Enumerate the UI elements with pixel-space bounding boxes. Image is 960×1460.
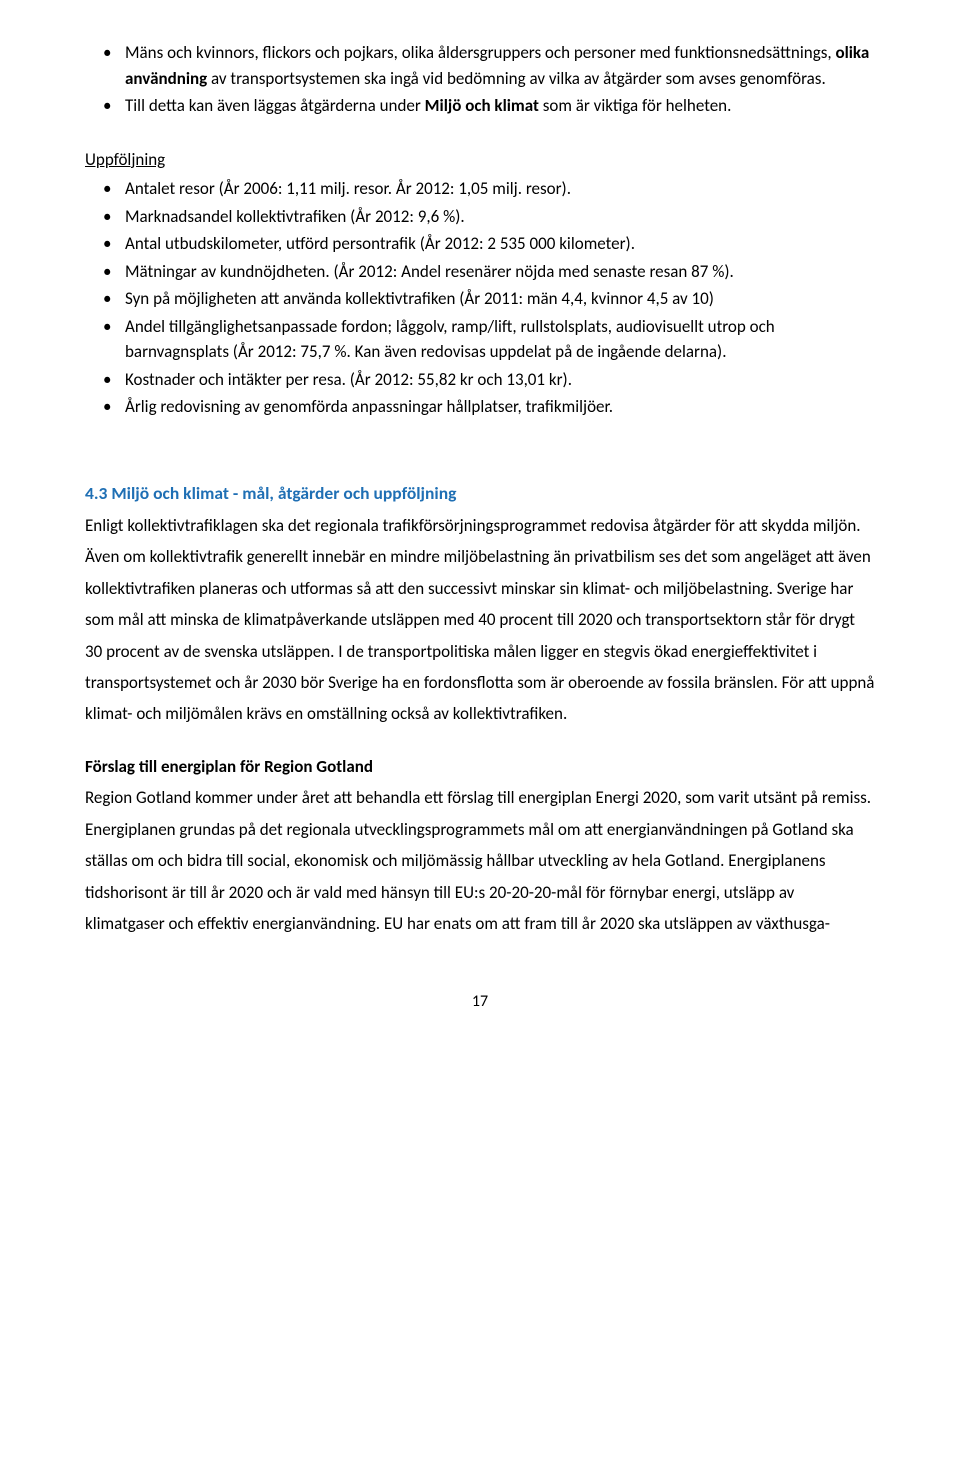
list-item-text-prefix: Mäns och kvinnors, flickors och pojkars,… [125, 42, 835, 63]
forslag-paragraph: Region Gotland kommer under året att beh… [85, 782, 875, 939]
list-item-text-suffix: som är viktiga för helheten. [539, 95, 732, 116]
list-item: Årlig redovisning av genomförda anpassni… [85, 394, 875, 420]
list-item: Antal utbudskilometer, utförd persontraf… [85, 231, 875, 257]
page-number: 17 [85, 990, 875, 1014]
list-item-text-suffix: av transportsystemen ska ingå vid bedömn… [207, 68, 826, 89]
list-item: Andel tillgänglighetsanpassade fordon; l… [85, 314, 875, 365]
list-item: Mätningar av kundnöjdheten. (År 2012: An… [85, 259, 875, 285]
forslag-heading: Förslag till energiplan för Region Gotla… [85, 754, 875, 780]
list-item: Kostnader och intäkter per resa. (År 201… [85, 367, 875, 393]
list-item-text-prefix: Till detta kan även läggas åtgärderna un… [125, 95, 425, 116]
list-item: Marknadsandel kollektivtrafiken (År 2012… [85, 204, 875, 230]
list-item: Antalet resor (År 2006: 1,11 milj. resor… [85, 176, 875, 202]
section-43-heading: 4.3 Miljö och klimat - mål, åtgärder och… [85, 480, 875, 506]
list-item: Mäns och kvinnors, flickors och pojkars,… [85, 40, 875, 91]
list-item: Till detta kan även läggas åtgärderna un… [85, 93, 875, 119]
uppfoljning-heading: Uppföljning [85, 147, 875, 173]
list-item-text-bold: Miljö och klimat [425, 95, 539, 116]
list-item: Syn på möjligheten att använda kollektiv… [85, 286, 875, 312]
top-bullet-list: Mäns och kvinnors, flickors och pojkars,… [85, 40, 875, 119]
section-43-paragraph: Enligt kollektivtrafiklagen ska det regi… [85, 510, 875, 730]
uppfoljning-list: Antalet resor (År 2006: 1,11 milj. resor… [85, 176, 875, 420]
